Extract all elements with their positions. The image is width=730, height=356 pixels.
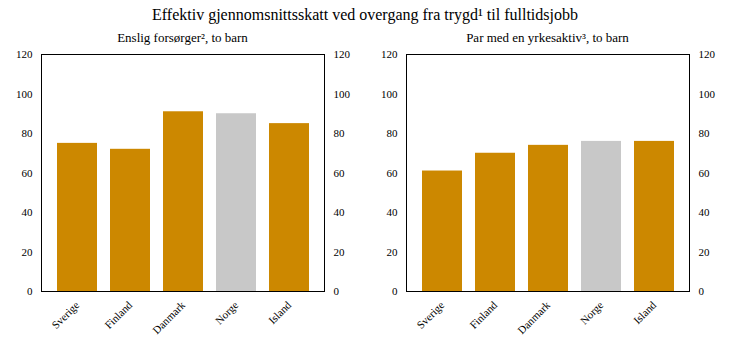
svg-text:100: 100 <box>334 88 351 100</box>
svg-text:0: 0 <box>27 285 33 297</box>
svg-text:Danmark: Danmark <box>150 298 188 336</box>
svg-text:40: 40 <box>699 206 711 218</box>
svg-text:Island: Island <box>266 298 294 326</box>
svg-text:Finland: Finland <box>467 298 500 331</box>
svg-text:20: 20 <box>334 246 346 258</box>
svg-text:40: 40 <box>22 206 34 218</box>
svg-text:100: 100 <box>381 88 398 100</box>
svg-text:100: 100 <box>699 88 716 100</box>
svg-text:40: 40 <box>387 206 399 218</box>
svg-text:Sverige: Sverige <box>49 299 81 331</box>
svg-text:80: 80 <box>699 127 711 139</box>
svg-text:Sverige: Sverige <box>414 299 446 331</box>
svg-text:20: 20 <box>22 246 34 258</box>
svg-text:Danmark: Danmark <box>515 298 553 336</box>
svg-text:80: 80 <box>334 127 346 139</box>
svg-text:20: 20 <box>387 246 399 258</box>
svg-text:Norge: Norge <box>213 299 241 327</box>
svg-text:20: 20 <box>699 246 711 258</box>
html-text:Enslig forsørger², to barn: Enslig forsørger², to barn <box>117 30 248 45</box>
svg-text:120: 120 <box>334 48 351 60</box>
svg-text:100: 100 <box>16 88 33 100</box>
svg-text:Finland: Finland <box>102 298 135 331</box>
svg-text:0: 0 <box>392 285 398 297</box>
svg-text:Norge: Norge <box>578 299 606 327</box>
svg-text:120: 120 <box>699 48 716 60</box>
svg-text:80: 80 <box>387 127 399 139</box>
svg-text:60: 60 <box>22 167 34 179</box>
svg-text:60: 60 <box>699 167 711 179</box>
svg-text:0: 0 <box>699 285 705 297</box>
svg-text:80: 80 <box>22 127 34 139</box>
svg-text:40: 40 <box>334 206 346 218</box>
svg-text:0: 0 <box>334 285 340 297</box>
svg-text:60: 60 <box>334 167 346 179</box>
svg-text:120: 120 <box>16 48 33 60</box>
svg-text:120: 120 <box>381 48 398 60</box>
html-text:Par med en yrkesaktiv³, to bar: Par med en yrkesaktiv³, to barn <box>466 30 629 45</box>
svg-text:60: 60 <box>387 167 399 179</box>
html-text:Effektiv gjennomsnittsskatt ve: Effektiv gjennomsnittsskatt ved overgang… <box>152 6 578 23</box>
svg-text:Island: Island <box>631 298 659 326</box>
